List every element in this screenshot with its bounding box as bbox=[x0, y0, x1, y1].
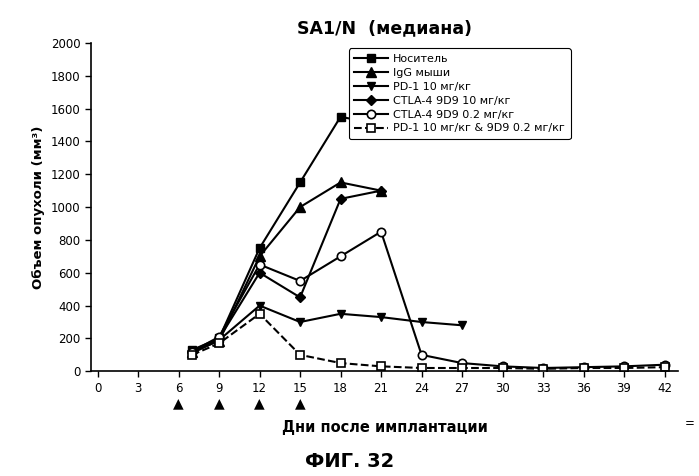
IgG мыши bbox=[188, 349, 196, 355]
PD-1 10 мг/кг bbox=[296, 319, 304, 325]
PD-1 10 мг/кг & 9D9 0.2 мг/кг bbox=[458, 365, 466, 371]
PD-1 10 мг/кг & 9D9 0.2 мг/кг bbox=[539, 366, 547, 372]
CTLA-4 9D9 0.2 мг/кг bbox=[336, 253, 345, 259]
Text: ▲: ▲ bbox=[295, 397, 305, 410]
CTLA-4 9D9 10 мг/кг bbox=[255, 270, 264, 276]
CTLA-4 9D9 0.2 мг/кг bbox=[620, 364, 628, 369]
PD-1 10 мг/кг & 9D9 0.2 мг/кг bbox=[417, 365, 426, 371]
PD-1 10 мг/кг & 9D9 0.2 мг/кг bbox=[498, 365, 507, 371]
PD-1 10 мг/кг & 9D9 0.2 мг/кг bbox=[188, 352, 196, 358]
CTLA-4 9D9 0.2 мг/кг bbox=[458, 360, 466, 366]
PD-1 10 мг/кг bbox=[255, 303, 264, 308]
Line: CTLA-4 9D9 0.2 мг/кг: CTLA-4 9D9 0.2 мг/кг bbox=[188, 228, 669, 372]
Text: ▲: ▲ bbox=[173, 397, 184, 410]
Носитель bbox=[215, 336, 223, 341]
PD-1 10 мг/кг bbox=[377, 314, 385, 320]
Line: PD-1 10 мг/кг & 9D9 0.2 мг/кг: PD-1 10 мг/кг & 9D9 0.2 мг/кг bbox=[188, 309, 669, 373]
PD-1 10 мг/кг bbox=[458, 322, 466, 328]
CTLA-4 9D9 0.2 мг/кг bbox=[417, 352, 426, 358]
CTLA-4 9D9 0.2 мг/кг bbox=[579, 364, 588, 370]
CTLA-4 9D9 0.2 мг/кг bbox=[215, 334, 223, 340]
PD-1 10 мг/кг bbox=[188, 350, 196, 356]
CTLA-4 9D9 10 мг/кг bbox=[377, 188, 385, 193]
CTLA-4 9D9 0.2 мг/кг bbox=[539, 365, 547, 371]
PD-1 10 мг/кг bbox=[417, 319, 426, 325]
Title: SA1/N  (медиана): SA1/N (медиана) bbox=[297, 19, 472, 37]
X-axis label: Дни после имплантации: Дни после имплантации bbox=[282, 420, 487, 435]
Line: IgG мыши: IgG мыши bbox=[187, 178, 386, 357]
IgG мыши bbox=[336, 179, 345, 185]
CTLA-4 9D9 0.2 мг/кг bbox=[188, 349, 196, 355]
CTLA-4 9D9 10 мг/кг bbox=[336, 196, 345, 202]
Text: ФИГ. 32: ФИГ. 32 bbox=[305, 452, 394, 471]
IgG мыши bbox=[377, 188, 385, 193]
PD-1 10 мг/кг & 9D9 0.2 мг/кг bbox=[336, 360, 345, 366]
PD-1 10 мг/кг & 9D9 0.2 мг/кг bbox=[215, 340, 223, 346]
Носитель bbox=[188, 347, 196, 353]
Носитель bbox=[377, 122, 385, 128]
Line: CTLA-4 9D9 10 мг/кг: CTLA-4 9D9 10 мг/кг bbox=[189, 187, 384, 356]
Носитель bbox=[255, 245, 264, 251]
IgG мыши bbox=[215, 338, 223, 344]
PD-1 10 мг/кг bbox=[215, 337, 223, 343]
PD-1 10 мг/кг bbox=[336, 311, 345, 317]
IgG мыши bbox=[255, 253, 264, 259]
Line: PD-1 10 мг/кг: PD-1 10 мг/кг bbox=[188, 301, 466, 357]
Носитель bbox=[296, 179, 304, 185]
CTLA-4 9D9 0.2 мг/кг bbox=[377, 229, 385, 235]
PD-1 10 мг/кг & 9D9 0.2 мг/кг bbox=[661, 364, 669, 370]
Text: = Введение дозы: = Введение дозы bbox=[685, 416, 699, 429]
CTLA-4 9D9 0.2 мг/кг bbox=[661, 362, 669, 367]
PD-1 10 мг/кг & 9D9 0.2 мг/кг bbox=[377, 364, 385, 369]
CTLA-4 9D9 0.2 мг/кг bbox=[498, 364, 507, 369]
Text: ▲: ▲ bbox=[254, 397, 265, 410]
Legend: Носитель, IgG мыши, PD-1 10 мг/кг, CTLA-4 9D9 10 мг/кг, CTLA-4 9D9 0.2 мг/кг, PD: Носитель, IgG мыши, PD-1 10 мг/кг, CTLA-… bbox=[349, 49, 570, 139]
PD-1 10 мг/кг & 9D9 0.2 мг/кг bbox=[620, 365, 628, 371]
Y-axis label: Объем опухоли (мм³): Объем опухоли (мм³) bbox=[32, 125, 45, 289]
Носитель bbox=[336, 114, 345, 119]
CTLA-4 9D9 10 мг/кг bbox=[296, 295, 304, 300]
PD-1 10 мг/кг & 9D9 0.2 мг/кг bbox=[255, 311, 264, 317]
CTLA-4 9D9 0.2 мг/кг bbox=[296, 278, 304, 284]
Line: Носитель: Носитель bbox=[188, 112, 385, 354]
PD-1 10 мг/кг & 9D9 0.2 мг/кг bbox=[296, 352, 304, 358]
CTLA-4 9D9 10 мг/кг bbox=[215, 336, 223, 341]
Text: ▲: ▲ bbox=[214, 397, 224, 410]
IgG мыши bbox=[296, 204, 304, 210]
PD-1 10 мг/кг & 9D9 0.2 мг/кг bbox=[579, 365, 588, 371]
CTLA-4 9D9 0.2 мг/кг bbox=[255, 262, 264, 268]
CTLA-4 9D9 10 мг/кг bbox=[188, 349, 196, 355]
